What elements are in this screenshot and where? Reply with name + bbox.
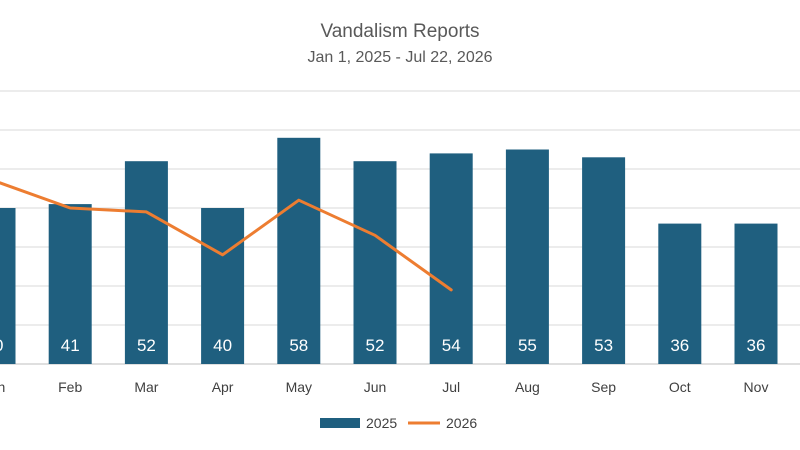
data-label-oct: 36 <box>670 336 689 355</box>
data-label-mar: 52 <box>137 336 156 355</box>
x-tick-jun: Jun <box>364 379 387 395</box>
x-tick-feb: Feb <box>58 379 82 395</box>
data-label-may: 58 <box>289 336 308 355</box>
bar-2025-sep <box>582 157 626 364</box>
bar-2025-may <box>277 137 321 364</box>
bar-2025-mar <box>124 161 168 364</box>
bar-2025-jul <box>429 153 473 364</box>
x-tick-sep: Sep <box>591 379 616 395</box>
legend-swatch-2025 <box>320 418 360 428</box>
data-label-jun: 52 <box>366 336 385 355</box>
x-axis-ticks: Jan Feb Mar Apr May Jun Jul Aug Sep Oct Nov <box>0 379 768 395</box>
x-tick-oct: Oct <box>669 379 691 395</box>
data-label-aug: 55 <box>518 336 537 355</box>
data-label-nov: 36 <box>747 336 766 355</box>
legend-label-2025: 2025 <box>366 415 397 431</box>
bar-2025-feb <box>48 204 92 364</box>
chart-subtitle: Jan 1, 2025 - Jul 22, 2026 <box>307 49 492 66</box>
data-labels: 40 41 52 40 58 52 54 55 53 36 36 <box>0 336 765 355</box>
data-label-apr: 40 <box>213 336 232 355</box>
data-label-jul: 54 <box>442 336 461 355</box>
bar-2025-jun <box>353 161 397 364</box>
bar-2025-jan <box>0 208 16 364</box>
bar-series <box>0 137 778 364</box>
legend-label-2026: 2026 <box>446 415 477 431</box>
bar-2025-oct <box>658 223 702 364</box>
bar-2025-nov <box>734 223 778 364</box>
bar-2025-aug <box>505 149 549 364</box>
data-label-feb: 41 <box>61 336 80 355</box>
bar-2025-apr <box>201 208 245 364</box>
x-tick-aug: Aug <box>515 379 540 395</box>
x-tick-mar: Mar <box>134 379 158 395</box>
x-tick-nov: Nov <box>744 379 769 395</box>
chart-title: Vandalism Reports <box>320 21 479 42</box>
x-tick-jul: Jul <box>442 379 460 395</box>
x-tick-may: May <box>286 379 312 395</box>
legend: 2025 2026 <box>320 415 477 431</box>
x-tick-apr: Apr <box>212 379 234 395</box>
x-tick-jan: Jan <box>0 379 5 395</box>
data-label-sep: 53 <box>594 336 613 355</box>
line-2026 <box>0 181 453 292</box>
data-label-jan: 40 <box>0 336 3 355</box>
line-series <box>0 181 453 292</box>
